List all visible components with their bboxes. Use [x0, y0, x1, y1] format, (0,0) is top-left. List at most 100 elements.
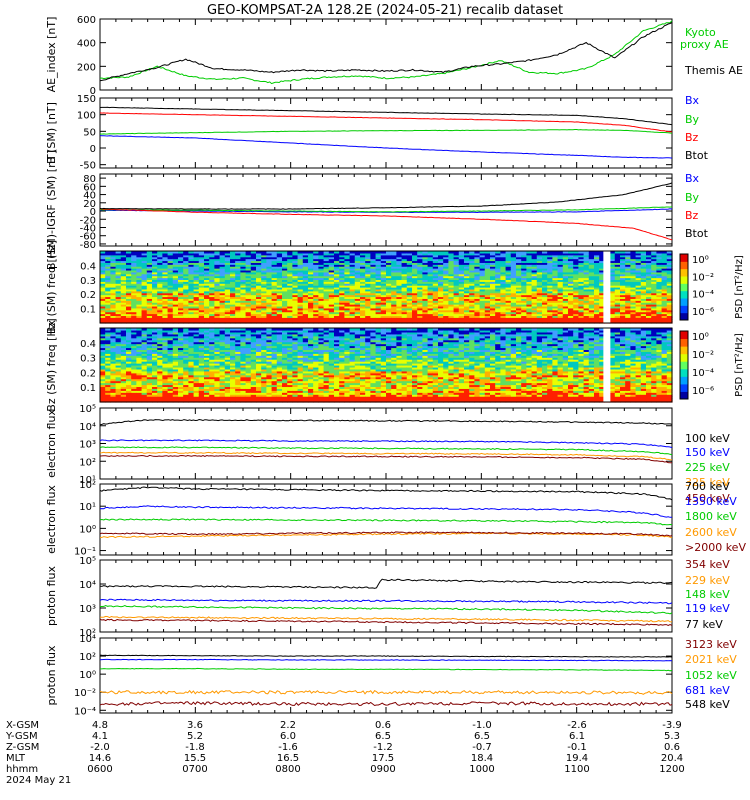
spectrogram-cell	[521, 251, 527, 254]
spectrogram-cell	[516, 292, 522, 296]
spectrogram-cell	[146, 294, 153, 298]
spectrogram-cell	[297, 271, 304, 275]
spectrogram-cell	[391, 311, 397, 315]
y-tick-label: 0.4	[80, 261, 96, 272]
spectrogram-cell	[297, 321, 304, 324]
spectrogram-cell	[438, 290, 444, 294]
spectrogram-cell	[204, 266, 210, 269]
spectrogram-cell	[193, 258, 200, 262]
spectrogram-cell	[136, 315, 143, 318]
spectrogram-cell	[261, 266, 267, 269]
spectrogram-cell	[271, 311, 278, 315]
spectrogram-cell	[235, 252, 241, 256]
spectrogram-cell	[380, 292, 387, 296]
spectrogram-cell	[126, 315, 132, 318]
spectrogram-cell	[448, 269, 455, 273]
spectrogram-cell	[386, 315, 392, 318]
spectrogram-cell	[448, 309, 455, 313]
spectrogram-cell	[193, 317, 200, 320]
spectrogram-cell	[521, 292, 527, 296]
spectrogram-cell	[380, 294, 387, 298]
spectrogram-cell	[536, 281, 543, 284]
spectrogram-cell	[188, 296, 195, 299]
spectrogram-cell	[464, 260, 470, 263]
spectrogram-cell	[474, 252, 481, 256]
spectrogram-cell	[360, 296, 366, 299]
spectrogram-cell	[152, 296, 158, 299]
spectrogram-cell	[516, 281, 522, 284]
spectrogram-cell	[380, 277, 387, 281]
y-tick-label: 20	[83, 199, 96, 210]
spectrogram-cell	[510, 304, 517, 307]
spectrogram-cell	[323, 269, 330, 273]
spectrogram-cell	[328, 271, 335, 275]
spectrogram-cell	[474, 319, 481, 322]
spectrogram-cell	[547, 277, 553, 281]
spectrogram-cell	[157, 254, 163, 258]
spectrogram-cell	[193, 256, 200, 260]
spectrogram-cell	[557, 307, 564, 311]
spectrogram-cell	[469, 298, 475, 301]
spectrogram-cell	[360, 321, 366, 324]
spectrogram-cell	[219, 252, 226, 256]
spectrogram-cell	[115, 317, 122, 320]
spectrogram-cell	[126, 321, 132, 324]
spectrogram-cell	[354, 298, 361, 301]
spectrogram-cell	[344, 251, 351, 254]
spectrogram-cell	[313, 304, 319, 307]
spectrogram-cell	[417, 275, 423, 279]
spectrogram-cell	[235, 317, 241, 320]
spectrogram-cell	[474, 285, 481, 288]
spectrogram-cell	[490, 273, 496, 277]
spectrogram-cell	[427, 252, 434, 256]
spectrogram-cell	[193, 269, 200, 273]
spectrogram-cell	[422, 288, 429, 292]
spectrogram-cell	[266, 254, 273, 258]
spectrogram-cell	[266, 283, 273, 286]
spectrogram-cell	[110, 313, 117, 317]
spectrogram-cell	[531, 294, 538, 298]
spectrogram-cell	[438, 305, 444, 309]
spectrogram-cell	[422, 300, 429, 303]
spectrogram-cell	[162, 275, 169, 279]
spectrogram-cell	[224, 319, 231, 322]
spectrogram-cell	[198, 273, 205, 277]
spectrogram-cell	[526, 309, 533, 313]
spectrogram-cell	[193, 264, 200, 267]
spectrogram-cell	[318, 258, 325, 262]
spectrogram-cell	[479, 275, 486, 279]
spectrogram-cell	[152, 262, 158, 265]
spectrogram-cell	[349, 309, 356, 313]
spectrogram-cell	[380, 317, 387, 320]
spectrogram-cell	[427, 285, 434, 288]
spectrogram-cell	[266, 309, 273, 313]
spectrogram-cell	[136, 277, 143, 281]
spectrogram-cell	[209, 269, 215, 273]
spectrogram-cell	[110, 307, 117, 311]
spectrogram-cell	[562, 273, 569, 277]
spectrogram-cell	[490, 300, 496, 303]
spectrogram-cell	[360, 305, 366, 309]
spectrogram-cell	[354, 283, 361, 286]
spectrogram-cell	[479, 290, 486, 294]
spectrogram-cell	[365, 288, 371, 292]
spectrogram-cell	[464, 264, 470, 267]
spectrogram-cell	[157, 262, 163, 265]
spectrogram-cell	[230, 283, 236, 286]
spectrogram-cell	[126, 305, 132, 309]
spectrogram-cell	[214, 321, 221, 324]
spectrogram-cell	[313, 256, 319, 260]
spectrogram-cell	[521, 279, 527, 282]
spectrogram-cell	[105, 281, 111, 284]
spectrogram-cell	[126, 271, 132, 275]
spectrogram-cell	[349, 279, 356, 282]
spectrogram-cell	[448, 256, 455, 260]
spectrogram-cell	[568, 319, 574, 322]
spectrogram-cell	[406, 313, 413, 317]
spectrogram-cell	[536, 285, 543, 288]
spectrogram-cell	[209, 319, 215, 322]
spectrogram-cell	[318, 317, 325, 320]
spectrogram-cell	[282, 277, 288, 281]
spectrogram-cell	[328, 275, 335, 279]
spectrogram-cell	[115, 313, 122, 317]
